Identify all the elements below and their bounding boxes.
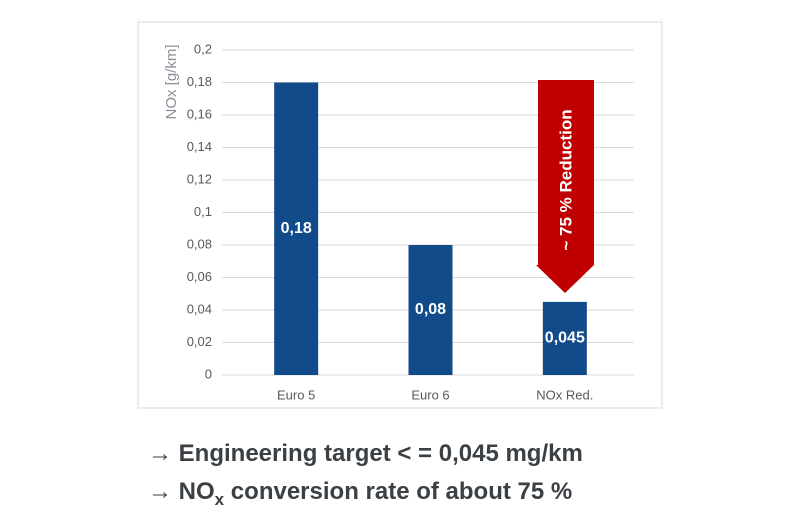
x-tick-label: Euro 6 xyxy=(411,387,449,402)
data-label: 0,18 xyxy=(281,220,312,237)
y-tick-label: 0,2 xyxy=(194,41,212,56)
note-text: → NO xyxy=(148,478,215,505)
y-tick-label: 0,1 xyxy=(194,204,212,219)
y-tick-label: 0,16 xyxy=(187,106,212,121)
arrow-shape xyxy=(536,80,594,293)
annotation: ~ 75 % Reduction xyxy=(556,109,575,250)
y-axis-label: NOx [g/km] xyxy=(163,44,180,119)
y-tick-label: 0,04 xyxy=(187,301,212,316)
y-tick-label: 0,18 xyxy=(187,74,212,89)
x-tick-label: Euro 5 xyxy=(277,387,315,402)
bar xyxy=(542,301,587,375)
y-tick-label: 0,06 xyxy=(187,269,212,284)
note-subscript: x xyxy=(215,490,225,509)
y-tick-label: 0,02 xyxy=(187,334,212,349)
note-text: conversion rate of about 75 % xyxy=(224,478,572,505)
y-tick-label: 0,14 xyxy=(187,139,212,154)
y-tick-label: 0,12 xyxy=(187,171,212,186)
note-line: → Engineering target < = 0,045 mg/km xyxy=(148,440,583,467)
plot: 0 0,02 0,04 0,06 0,08 0,1 0,12 0,14 0,16 0,18 0,2 E… xyxy=(187,41,634,402)
y-tick-label: 0,08 xyxy=(187,236,212,251)
reduction-arrow: ~ 75 % Reduction xyxy=(536,80,594,293)
data-label: 0,045 xyxy=(545,330,585,347)
data-label: 0,08 xyxy=(415,301,446,318)
bar xyxy=(274,82,319,375)
bar xyxy=(408,245,453,375)
y-tick-label: 0 xyxy=(205,366,212,381)
x-tick-label: NOx Red. xyxy=(536,387,593,402)
note-line: → NOx conversion rate of about 75 % xyxy=(148,478,572,509)
